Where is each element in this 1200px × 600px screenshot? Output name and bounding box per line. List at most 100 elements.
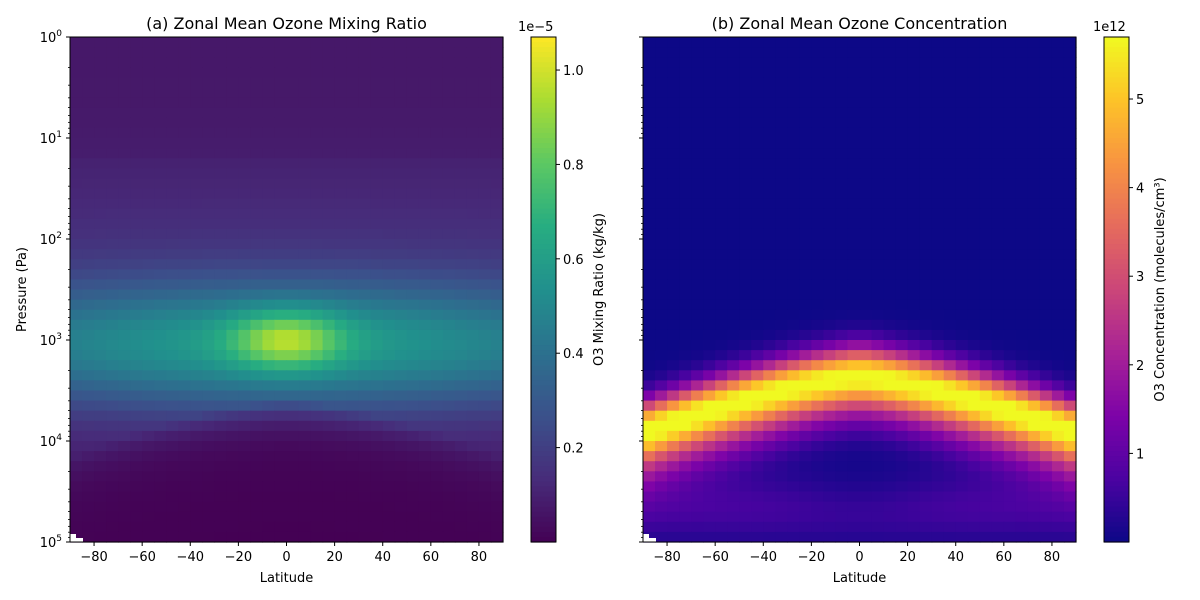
heatmap-cell [967,481,981,493]
heatmap-cell [118,390,131,402]
heatmap-cell [883,259,897,270]
heatmap-cell [298,77,312,89]
heatmap-cell [274,451,288,462]
heatmap-cell [727,107,740,119]
heatmap-cell [490,491,504,503]
heatmap-cell [1003,430,1017,442]
colorbar-band [1104,107,1129,114]
heatmap-cell [358,67,372,78]
heatmap-cell [739,107,752,119]
heatmap-cell [238,117,252,129]
heatmap-cell [430,491,444,503]
heatmap-cell [370,127,384,139]
heatmap-cell [154,430,167,442]
heatmap-cell [286,360,300,371]
heatmap-cell [202,289,215,301]
heatmap-cell [334,360,348,371]
heatmap-cell [286,148,300,159]
heatmap-cell [715,319,728,331]
heatmap-cell [679,481,692,493]
heatmap-cell [130,239,143,250]
heatmap-cell [703,441,716,452]
heatmap-cell [322,319,336,331]
heatmap-cell [70,319,83,331]
heatmap-cell [154,148,167,159]
heatmap-cell [655,360,668,371]
heatmap-cell [943,107,957,119]
heatmap-cell [943,370,957,381]
heatmap-cell [1063,289,1077,301]
heatmap-cell [931,451,945,462]
heatmap-cell [214,218,227,230]
heatmap-cell [106,47,119,58]
heatmap-cell [322,198,336,210]
heatmap-cell [226,441,239,452]
colorbar-band [1104,218,1129,225]
heatmap-cell [178,37,191,48]
heatmap-cell [226,249,239,260]
heatmap-cell [715,511,728,523]
heatmap-cell [94,249,107,260]
heatmap-cell [382,491,396,503]
heatmap-cell [871,87,885,99]
heatmap-cell [478,239,492,250]
heatmap-cell [1015,198,1029,210]
heatmap-cell [70,138,83,149]
heatmap-cell [1003,117,1017,129]
heatmap-cell [178,117,191,129]
heatmap-cell [130,531,143,543]
heatmap-cell [991,481,1005,493]
heatmap-cell [715,47,728,58]
heatmap-cell [895,67,909,78]
heatmap-cell [250,117,264,129]
heatmap-cell [142,107,155,119]
heatmap-cell [667,138,680,149]
heatmap-cell [1063,178,1077,190]
heatmap-cell [262,299,276,311]
heatmap-cell [811,279,825,291]
heatmap-cell [667,380,680,392]
heatmap-cell [679,531,692,543]
heatmap-cell [226,340,239,351]
heatmap-cell [1027,47,1041,58]
heatmap-cell [466,309,480,321]
heatmap-cell [835,178,849,190]
heatmap-cell [703,309,716,321]
heatmap-cell [835,148,849,159]
heatmap-cell [178,309,191,321]
heatmap-cell [142,148,155,159]
heatmap-cell [262,400,276,412]
heatmap-cell [823,511,837,523]
heatmap-cell [835,410,849,422]
heatmap-cell [967,511,981,523]
heatmap-cell [667,97,680,109]
heatmap-cell [214,340,227,351]
heatmap-cell [991,410,1005,422]
heatmap-cell [394,239,408,250]
heatmap-cell [262,97,276,109]
heatmap-cell [823,370,837,381]
heatmap-cell [919,97,933,109]
y-tick-label: 101 [40,130,62,147]
heatmap-cell [835,329,849,341]
heatmap-cell [775,471,788,482]
heatmap-cell [883,47,897,58]
heatmap-cell [871,127,885,139]
heatmap-cell [478,57,492,68]
heatmap-cell [703,420,716,432]
heatmap-cell [190,451,203,462]
heatmap-cell [679,289,692,301]
heatmap-cell [178,228,191,240]
heatmap-cell [346,97,360,109]
heatmap-cell [871,158,885,169]
heatmap-cell [478,501,492,513]
heatmap-cell [106,289,119,301]
heatmap-cell [739,491,752,503]
x-axis-label-b: Latitude [833,571,887,586]
heatmap-cell [82,319,95,331]
heatmap-cell [715,228,728,240]
heatmap-cell [823,67,837,78]
colorbar-tick-label: 3 [1136,270,1144,285]
heatmap-cell [775,208,788,220]
heatmap-cell [787,138,800,149]
